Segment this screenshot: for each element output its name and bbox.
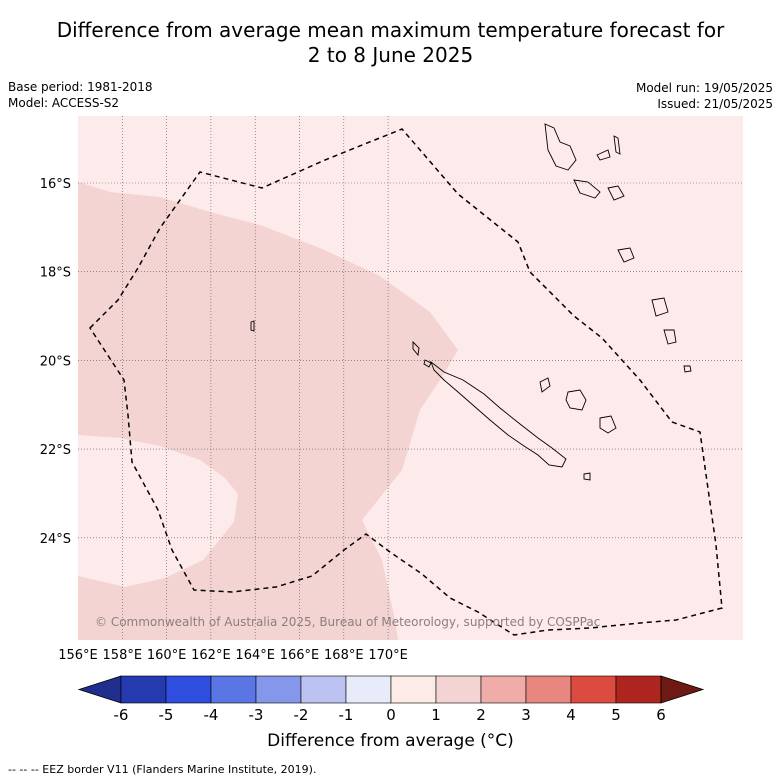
map-area: © Commonwealth of Australia 2025, Bureau… [78, 116, 743, 640]
loyalty-lifou [565, 389, 587, 411]
colorbar-tick-label: -2 [294, 706, 309, 724]
meta-left: Base period: 1981-2018 Model: ACCESS-S2 [8, 79, 153, 111]
lon-tick-label: 166°E [280, 648, 320, 663]
vanuatu-malekula [573, 179, 601, 199]
lon-tick-label: 156°E [58, 648, 98, 663]
colorbar-tick-label: 6 [656, 706, 666, 724]
anomaly-band-1-2 [78, 182, 458, 640]
colorbar-tick-label: 4 [566, 706, 576, 724]
colorbar-segment [165, 675, 212, 704]
vanuatu-tanna [663, 329, 677, 345]
lat-tick-label: 22°S [40, 443, 71, 458]
colorbar: -6 -5 -4 -3 -2 -1 0 1 2 3 4 5 6 [77, 675, 705, 724]
colorbar-tick-label: 5 [611, 706, 621, 724]
lon-tick-label: 158°E [103, 648, 143, 663]
lat-tick-label: 18°S [40, 266, 71, 281]
lon-tick-label: 170°E [368, 648, 408, 663]
title-line-1: Difference from average mean maximum tem… [56, 18, 725, 42]
colorbar-segment [390, 675, 437, 704]
colorbar-segment [435, 675, 482, 704]
meta-right: Model run: 19/05/2025 Issued: 21/05/2025 [636, 80, 773, 112]
colorbar-segment [210, 675, 257, 704]
loyalty-mare [599, 415, 617, 434]
base-period: Base period: 1981-2018 [8, 80, 153, 94]
colorbar-segment [255, 675, 302, 704]
lon-tick-labels: 156°E 158°E 160°E 162°E 164°E 166°E 168°E 170°E [58, 648, 408, 663]
issued-date: Issued: 21/05/2025 [657, 97, 773, 111]
colorbar-tick-label: 0 [386, 706, 396, 724]
colorbar-segment [525, 675, 572, 704]
vanuatu-espiritu [544, 123, 577, 171]
model-name: Model: ACCESS-S2 [8, 96, 120, 110]
vanuatu-efate [617, 247, 635, 263]
colorbar-segment [345, 675, 392, 704]
vanuatu-maewo [613, 135, 621, 155]
colorbar-tick-label: -6 [114, 706, 129, 724]
islet-b [423, 359, 432, 368]
colorbar-extend-low [77, 675, 122, 704]
vanuatu-pentecost [607, 185, 625, 201]
vanuatu-erromango [651, 297, 669, 317]
colorbar-segment [300, 675, 347, 704]
vanuatu-ambae [596, 149, 611, 161]
colorbar-extend-high [660, 675, 705, 704]
title-line-2: 2 to 8 June 2025 [307, 43, 474, 67]
lon-tick-label: 162°E [191, 648, 231, 663]
copyright-text: © Commonwealth of Australia 2025, Bureau… [95, 615, 600, 629]
loyalty-ouvea [539, 377, 551, 393]
lon-tick-label: 164°E [235, 648, 275, 663]
lat-tick-label: 24°S [40, 532, 71, 547]
colorbar-tick-label: -3 [249, 706, 264, 724]
walpole-islet [583, 472, 591, 481]
colorbar-tick-label: 1 [431, 706, 441, 724]
colorbar-tick-label: 3 [521, 706, 531, 724]
lat-tick-label: 20°S [40, 354, 71, 369]
colorbar-label: Difference from average (°C) [267, 731, 514, 751]
model-run: Model run: 19/05/2025 [635, 81, 773, 95]
new-caledonia-main [430, 360, 567, 468]
lat-tick-label: 16°S [40, 177, 71, 192]
lat-tick-labels: 16°S 18°S 20°S 22°S 24°S [40, 177, 71, 547]
colorbar-segment [570, 675, 617, 704]
colorbar-segment [120, 675, 167, 704]
vanuatu-aneityum [683, 365, 692, 373]
colorbar-tick-label: -4 [204, 706, 219, 724]
colorbar-tick-label: -5 [159, 706, 174, 724]
islet-a [412, 340, 420, 357]
lon-tick-label: 160°E [147, 648, 187, 663]
eez-legend-note: -- -- -- EEZ border V11 (Flanders Marine… [8, 763, 317, 776]
colorbar-segment [615, 675, 662, 704]
coastlines [250, 123, 692, 481]
gridlines [78, 116, 743, 640]
colorbar-tick-label: -1 [339, 706, 354, 724]
colorbar-tick-label: 2 [476, 706, 486, 724]
islet-chesterfield [250, 320, 255, 332]
chart-title: Difference from average mean maximum tem… [0, 18, 781, 68]
colorbar-segment [480, 675, 527, 704]
lon-tick-label: 168°E [324, 648, 364, 663]
eez-border [89, 128, 723, 636]
